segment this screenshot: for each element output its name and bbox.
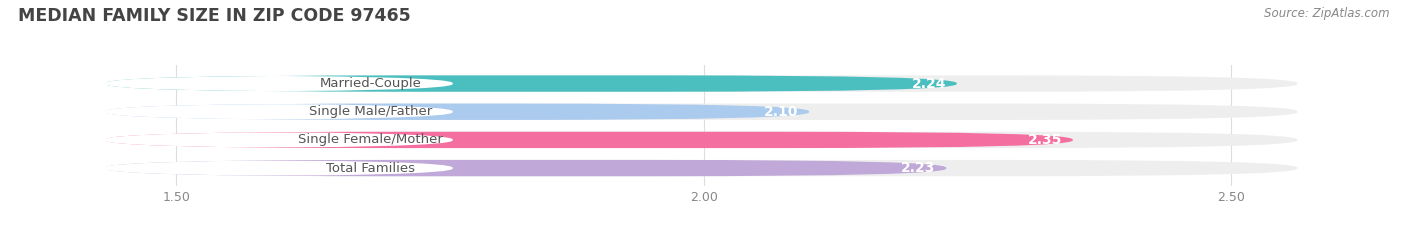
FancyBboxPatch shape	[105, 75, 957, 92]
Text: Married-Couple: Married-Couple	[319, 77, 422, 90]
FancyBboxPatch shape	[105, 103, 810, 120]
Text: Source: ZipAtlas.com: Source: ZipAtlas.com	[1264, 7, 1389, 20]
Text: 2.24: 2.24	[911, 77, 946, 91]
Text: 2.35: 2.35	[1028, 133, 1063, 147]
FancyBboxPatch shape	[110, 103, 1298, 120]
FancyBboxPatch shape	[110, 75, 1298, 92]
Text: MEDIAN FAMILY SIZE IN ZIP CODE 97465: MEDIAN FAMILY SIZE IN ZIP CODE 97465	[18, 7, 411, 25]
FancyBboxPatch shape	[105, 103, 453, 120]
Text: 2.10: 2.10	[765, 105, 799, 119]
FancyBboxPatch shape	[105, 75, 453, 92]
Text: Single Female/Mother: Single Female/Mother	[298, 134, 443, 146]
FancyBboxPatch shape	[110, 132, 1298, 148]
FancyBboxPatch shape	[105, 132, 453, 148]
Text: 2.23: 2.23	[901, 161, 936, 175]
FancyBboxPatch shape	[105, 160, 453, 176]
FancyBboxPatch shape	[105, 160, 946, 176]
FancyBboxPatch shape	[105, 132, 1073, 148]
Text: Single Male/Father: Single Male/Father	[309, 105, 432, 118]
Text: Total Families: Total Families	[326, 161, 415, 175]
FancyBboxPatch shape	[110, 160, 1298, 176]
